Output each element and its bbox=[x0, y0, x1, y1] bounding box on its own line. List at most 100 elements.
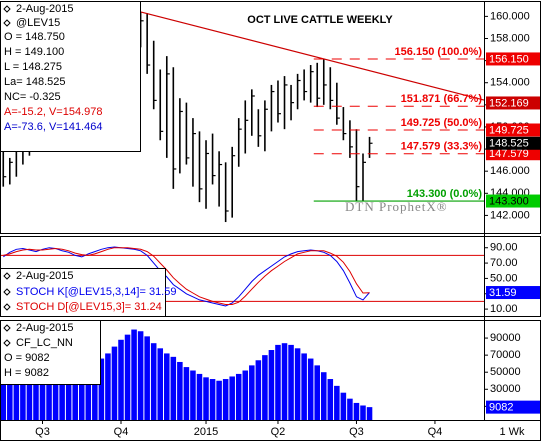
bar bbox=[235, 373, 242, 420]
bar bbox=[255, 360, 262, 420]
x-tick-label: Q2 bbox=[271, 426, 286, 438]
watermark: DTN ProphetX® bbox=[345, 199, 448, 214]
info-symbol: @LEV15 bbox=[16, 17, 60, 29]
bar bbox=[39, 368, 46, 420]
diamond-icon bbox=[3, 272, 11, 280]
axis-value-box bbox=[486, 147, 540, 161]
retracement-label: 147.579 (33.3%) bbox=[401, 141, 483, 153]
axis-value-box bbox=[486, 136, 540, 150]
info-line: A=-73.6, V=141.464 bbox=[4, 121, 102, 133]
y-tick-label: 50.00 bbox=[490, 272, 518, 284]
info-date: 2-Aug-2015 bbox=[16, 322, 74, 334]
info-box bbox=[0, 320, 101, 385]
bar bbox=[26, 365, 33, 420]
bar bbox=[157, 348, 164, 420]
bar bbox=[242, 370, 249, 420]
diamond-icon bbox=[3, 324, 11, 332]
marks bbox=[0, 11, 485, 420]
info-line: La= 148.525 bbox=[4, 76, 65, 88]
bar bbox=[314, 365, 320, 420]
bar bbox=[275, 344, 281, 420]
y-tick-label: 70.00 bbox=[490, 257, 518, 269]
info-box bbox=[0, 268, 166, 317]
bar bbox=[334, 385, 340, 420]
bar bbox=[320, 372, 327, 420]
diamond-icon bbox=[3, 303, 11, 311]
y-tick-label: 10.00 bbox=[490, 303, 518, 315]
bar bbox=[164, 353, 170, 420]
bar bbox=[98, 358, 105, 420]
bar bbox=[111, 346, 118, 420]
bar bbox=[137, 331, 144, 420]
bar bbox=[92, 363, 98, 420]
bar bbox=[209, 379, 216, 420]
bar bbox=[340, 392, 347, 420]
info-line: A=-15.2, V=154.978 bbox=[4, 106, 102, 118]
axis-value-box bbox=[486, 96, 540, 110]
bar bbox=[268, 350, 275, 420]
bar bbox=[85, 367, 92, 420]
bar bbox=[183, 367, 190, 420]
stoch-panel-border bbox=[0, 236, 541, 317]
trendline bbox=[140, 11, 485, 101]
info-line: L = 148.275 bbox=[4, 61, 62, 73]
y-tick-label: 90000 bbox=[490, 332, 521, 344]
bar bbox=[307, 358, 314, 420]
bar bbox=[72, 375, 78, 420]
bar bbox=[52, 373, 59, 420]
price-panel-border bbox=[0, 1, 541, 234]
y-tick-label: 154.000 bbox=[490, 77, 530, 89]
y-tick-label: 70000 bbox=[490, 349, 521, 361]
bar bbox=[131, 329, 137, 420]
info-symbol: CF_LC_NN bbox=[16, 337, 73, 349]
bar bbox=[190, 370, 196, 420]
axis-value-box bbox=[486, 400, 540, 414]
retracement-label: 156.150 (100.0%) bbox=[395, 46, 483, 58]
bar bbox=[105, 353, 111, 420]
bar bbox=[203, 377, 209, 420]
axis-value-box bbox=[486, 52, 540, 66]
axis-value-label: 149.725 bbox=[489, 124, 529, 136]
x-period-label: 1 Wk bbox=[499, 426, 525, 438]
bar bbox=[118, 339, 124, 420]
bar bbox=[281, 343, 288, 420]
stoch-line bbox=[3, 246, 370, 307]
axis-value-label: 31.59 bbox=[489, 287, 517, 299]
axis-value-label: 147.579 bbox=[489, 148, 529, 160]
diamond-icon bbox=[3, 5, 11, 13]
info-line: H = 149.100 bbox=[4, 46, 64, 58]
bar bbox=[46, 370, 52, 420]
info-line: O = 9082 bbox=[4, 352, 50, 364]
x-tick-label: Q4 bbox=[114, 426, 129, 438]
axis-value-box bbox=[486, 286, 540, 300]
axis-value-label: 152.169 bbox=[489, 97, 529, 109]
bar bbox=[13, 372, 20, 420]
bar bbox=[177, 361, 183, 420]
info-line: H = 9082 bbox=[4, 367, 49, 379]
info-date: 2-Aug-2015 bbox=[16, 270, 74, 282]
bar bbox=[347, 398, 353, 420]
y-tick-label: 160.000 bbox=[490, 10, 530, 22]
axis-value-label: 143.300 bbox=[489, 195, 529, 207]
bar bbox=[196, 373, 203, 420]
bar bbox=[124, 334, 131, 420]
bar bbox=[78, 372, 85, 420]
y-tick-label: 158.000 bbox=[490, 32, 530, 44]
info-line: NC= -0.325 bbox=[4, 91, 61, 103]
bar bbox=[294, 348, 301, 420]
x-axis-border bbox=[0, 420, 541, 441]
axis-value-box bbox=[486, 123, 540, 137]
bar bbox=[249, 365, 255, 420]
bar bbox=[360, 405, 366, 420]
retracement-label: 151.871 (66.7%) bbox=[401, 93, 483, 105]
bar bbox=[288, 344, 294, 420]
diamond-icon bbox=[3, 288, 11, 296]
axis-value-label: 148.525 bbox=[489, 138, 529, 150]
bar bbox=[216, 380, 222, 420]
y-tick-label: 146.000 bbox=[490, 165, 530, 177]
bar bbox=[301, 353, 307, 420]
bar bbox=[262, 355, 268, 420]
y-tick-label: 50000 bbox=[490, 366, 521, 378]
